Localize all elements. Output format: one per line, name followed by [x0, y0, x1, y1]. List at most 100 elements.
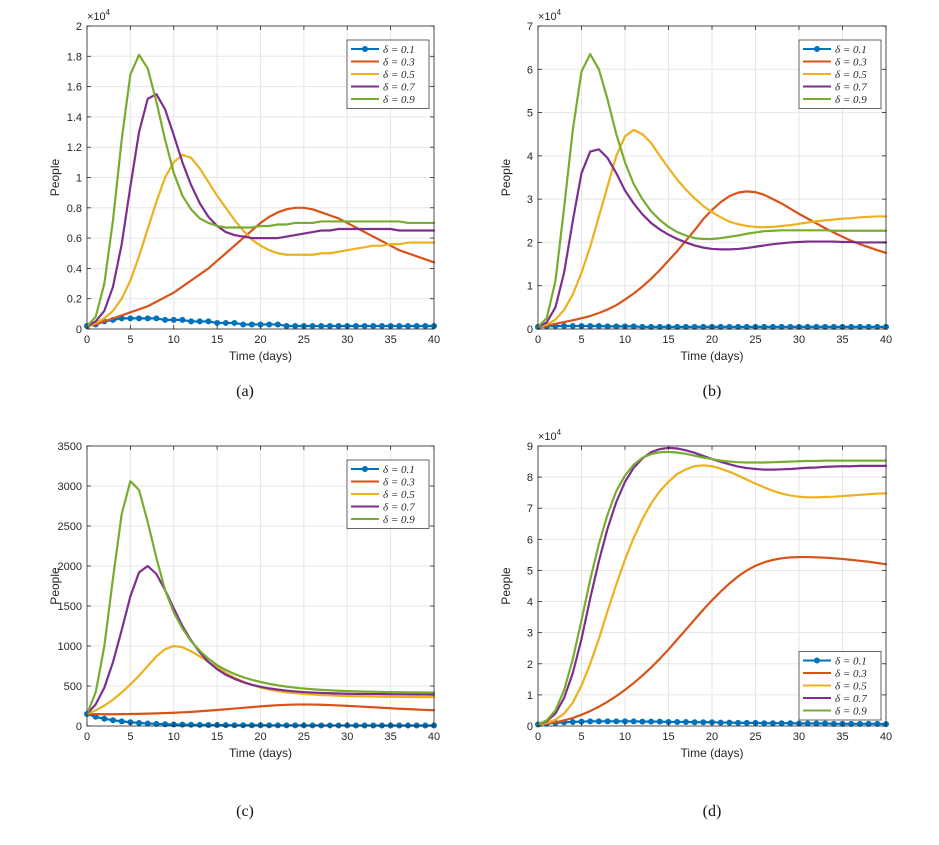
series-point [240, 321, 247, 328]
series-line-3 [85, 564, 436, 716]
legend-label-1: δ = 0.3 [835, 668, 867, 680]
y-axis-label: People [499, 567, 513, 605]
x-tick-label: 0 [84, 731, 90, 743]
y-tick-label: 4 [527, 597, 533, 609]
series-line-1 [85, 206, 436, 328]
x-axis-label: Time (days) [681, 349, 744, 363]
x-tick-label: 5 [127, 731, 133, 743]
x-tick-label: 25 [749, 334, 761, 346]
y-tick-label: 0.6 [67, 233, 82, 245]
series-point [335, 322, 342, 329]
series-point [318, 722, 325, 729]
caption-c: (c) [236, 803, 254, 820]
legend: δ = 0.1δ = 0.3δ = 0.5δ = 0.7δ = 0.9 [346, 39, 430, 109]
series-line-1 [536, 555, 888, 726]
y-exponent-label: ×104 [538, 428, 562, 443]
series-point [769, 720, 776, 727]
series-point [587, 322, 594, 329]
x-tick-label: 25 [749, 731, 761, 743]
y-tick-label: 0.2 [67, 294, 82, 306]
series-line-4 [536, 53, 888, 328]
legend-label-4: δ = 0.9 [835, 94, 867, 106]
series-point [822, 720, 829, 727]
legend-label-4: δ = 0.9 [383, 514, 415, 526]
chart-c: 0 5 10 15 20 25 30 35 40 0 500 1000 1500 2000 2500 3000… [48, 441, 440, 760]
series-point [309, 722, 316, 729]
series-point [361, 322, 368, 329]
x-tick-label: 25 [298, 731, 310, 743]
y-tick-label: 4 [527, 151, 533, 163]
series-point [848, 323, 855, 330]
series-point [769, 323, 776, 330]
series-point [153, 315, 160, 322]
x-tick-label: 40 [880, 731, 892, 743]
series-point [179, 721, 186, 728]
y-tick-label: 1000 [58, 641, 82, 653]
series-point [726, 719, 733, 726]
x-tick-label: 20 [706, 731, 718, 743]
panel-a: 0 5 10 15 20 25 30 35 40 0 0.2 0.4 0.6 0.8 1 1.2 1.4 1.6 1… [0, 0, 470, 420]
x-tick-label: 30 [793, 334, 805, 346]
y-tick-label: 0 [76, 324, 82, 336]
series-point [691, 323, 698, 330]
series-point [188, 318, 195, 325]
series-point [92, 713, 99, 720]
x-tick-label: 15 [211, 334, 223, 346]
legend-marker-0 [814, 657, 820, 664]
series-point [378, 722, 385, 729]
y-axis-label: People [499, 158, 513, 196]
x-tick-label: 35 [385, 334, 397, 346]
y-tick-label: 0 [527, 721, 533, 733]
caption-a: (a) [236, 383, 254, 400]
y-tick-label: 3 [527, 194, 533, 206]
x-tick-label: 30 [341, 731, 353, 743]
series-point [761, 323, 768, 330]
x-tick-label: 0 [84, 334, 90, 346]
y-tick-label: 2 [527, 659, 533, 671]
y-tick-label: 0.4 [67, 263, 82, 275]
series-point [422, 722, 429, 729]
series-point [743, 719, 750, 726]
y-tick-label: 1500 [58, 601, 82, 613]
series-point [735, 323, 742, 330]
legend-label-3: δ = 0.7 [383, 502, 415, 514]
series-line-1 [85, 703, 436, 716]
series-point [205, 721, 212, 728]
legend-label-0: δ = 0.1 [383, 44, 415, 56]
y-tick-label: 6 [527, 534, 533, 546]
y-tick-label: 2 [527, 237, 533, 249]
series-point [700, 719, 707, 726]
series-point [813, 323, 820, 330]
x-tick-label: 35 [836, 334, 848, 346]
series-point [691, 719, 698, 726]
x-tick-label: 0 [535, 334, 541, 346]
series-point [370, 722, 377, 729]
series-line-2 [536, 128, 888, 328]
series-point [222, 722, 229, 729]
y-exponent-label: ×104 [87, 8, 111, 23]
series-point [804, 323, 811, 330]
series-point [162, 316, 169, 323]
legend-label-3: δ = 0.7 [383, 82, 415, 94]
y-tick-label: 9 [527, 441, 533, 453]
legend-label-2: δ = 0.5 [383, 69, 415, 81]
series-point [413, 722, 420, 729]
panel-c: 0 5 10 15 20 25 30 35 40 0 500 1000 1500 2000 2500 3000… [0, 420, 470, 840]
series-point [370, 322, 377, 329]
series-point [283, 322, 290, 329]
legend-label-0: δ = 0.1 [835, 656, 867, 668]
x-tick-label: 40 [880, 334, 892, 346]
series-point [404, 722, 411, 729]
series-point [144, 315, 151, 322]
legend: δ = 0.1δ = 0.3δ = 0.5δ = 0.7δ = 0.9 [798, 39, 882, 109]
x-tick-label: 30 [793, 731, 805, 743]
y-axis-label: People [48, 567, 62, 605]
series-point [639, 718, 646, 725]
series-point [865, 720, 872, 727]
legend-marker-0 [362, 466, 368, 472]
series-point [378, 322, 385, 329]
x-tick-label: 25 [298, 334, 310, 346]
x-tick-label: 15 [662, 334, 674, 346]
series-point [778, 720, 785, 727]
series-point [726, 323, 733, 330]
